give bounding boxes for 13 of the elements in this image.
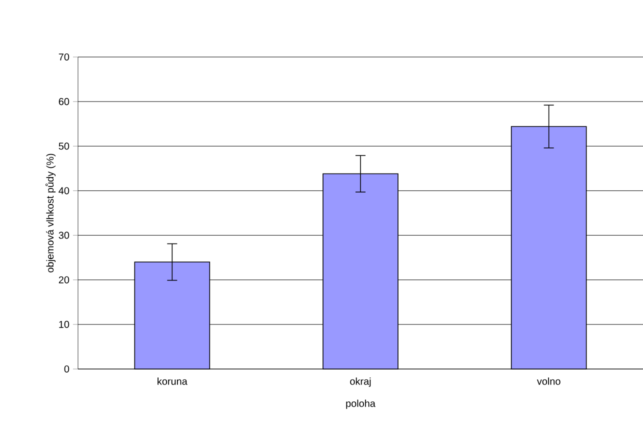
- x-axis-title: poloha: [346, 400, 376, 409]
- x-tick-label: okraj: [350, 378, 371, 387]
- y-tick-label: 50: [58, 142, 70, 150]
- y-tick-label: 0: [64, 365, 70, 373]
- y-tick-label: 40: [58, 187, 70, 194]
- y-tick-label: 70: [58, 53, 70, 61]
- x-tick-label: volno: [536, 378, 560, 385]
- y-tick-label: 30: [58, 232, 70, 239]
- y-tick-label: 10: [59, 320, 70, 328]
- y-axis-title: objemová vlhkost půdy (%): [45, 154, 56, 272]
- y-tick-label: 60: [58, 98, 70, 106]
- x-tick-label: koruna: [158, 378, 188, 385]
- y-tick-label: 20: [58, 276, 70, 284]
